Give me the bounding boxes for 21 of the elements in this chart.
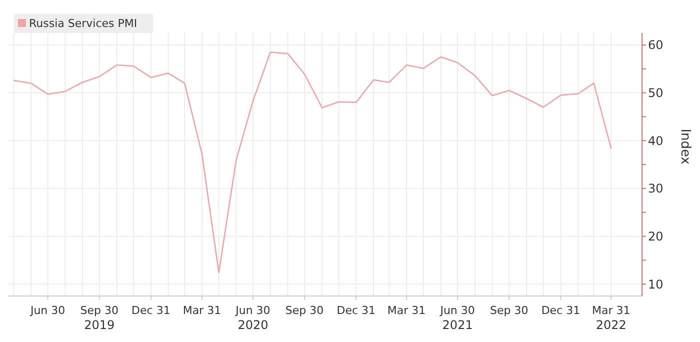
y-tick-label: 40 (648, 134, 664, 148)
y-tick-label: 50 (648, 86, 664, 100)
y-axis-title: Index (677, 128, 692, 165)
x-tick-label: Sep 30 (285, 304, 324, 317)
line-series (12, 51, 612, 274)
x-tick-label: Dec 31 (132, 304, 170, 317)
x-tick-label: Jun 30 2021 (439, 304, 475, 332)
x-tick-label: Jun 30 2020 (234, 304, 270, 332)
x-tick-label: Sep 30 (490, 304, 528, 317)
y-tick-label: 10 (648, 277, 664, 292)
y-tick-label: 20 (648, 229, 664, 244)
x-tick-label: Dec 31 (336, 304, 376, 317)
x-tick-label: Mar 31 (182, 304, 222, 317)
y-tick-label: 30 (648, 182, 664, 196)
y-tick-label: 60 (648, 38, 664, 52)
x-tick-label: Mar 31 2022 (592, 304, 630, 332)
x-tick-label: Sep 30 2019 (80, 304, 118, 332)
x-tick-label: Dec 31 (541, 304, 580, 317)
legend-label: Russia Services PMI (28, 17, 138, 30)
x-tick-label: Jun 30 (29, 304, 66, 317)
x-tick-label: Mar 31 (387, 304, 426, 317)
